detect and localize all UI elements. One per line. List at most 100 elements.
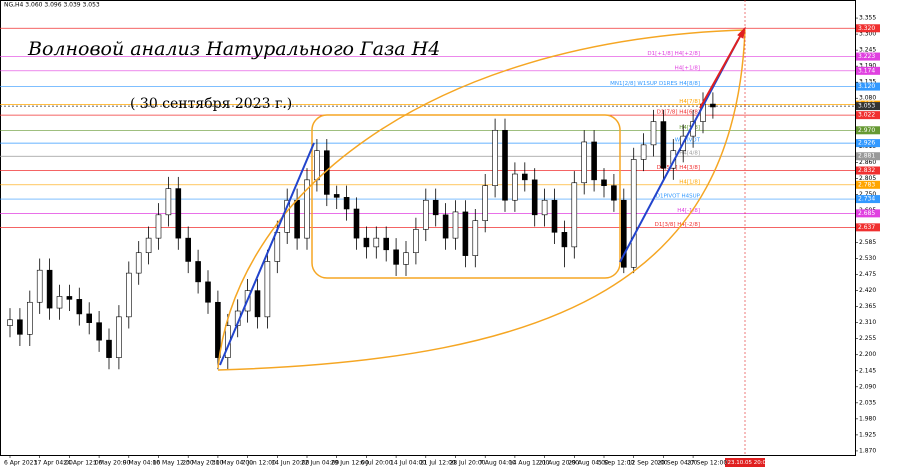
candle-body [205, 281, 211, 303]
x-tick-label: 16 May 12:00 [153, 460, 194, 467]
level-price-box [856, 223, 880, 232]
level-price: 3.120 [858, 83, 875, 90]
level-price: 3.320 [858, 25, 875, 32]
candle-body [185, 237, 191, 262]
chart-title: Волновой анализ Натурального Газа H4 [27, 38, 440, 60]
level-name: H4[4/8] [679, 151, 700, 157]
candle-body [284, 199, 291, 233]
candle-body [383, 237, 390, 251]
cursor-time: 2023.10.05 20:00 [720, 460, 770, 466]
candle-body [46, 269, 53, 309]
y-tick-label: 3.300 [859, 31, 876, 38]
y-tick-label: 2.090 [859, 383, 876, 390]
level-price-box [856, 52, 880, 61]
y-tick-label: 2.585 [859, 239, 876, 246]
level-name: D1[3/8] H4[-2/8] [655, 222, 700, 228]
x-tick-label: 23 May 20:00 [182, 460, 223, 467]
x-tick-label: 14 Aug 12:00 [509, 460, 550, 467]
x-tick-label: 7 Aug 04:00 [479, 460, 516, 467]
level-name: H4[1/8] [679, 179, 700, 185]
x-tick-label: 14 Jul 04:00 [390, 460, 426, 467]
candle-body [76, 299, 83, 315]
level-name: MN1[2/8] W1SUP D1RES H4[8/8] [610, 81, 700, 87]
candle-body [413, 229, 419, 254]
chart-subtitle: ( 30 сентября 2023 г.) [130, 96, 292, 112]
level-name: H4[-1/8] [677, 208, 700, 214]
candle-body [611, 185, 617, 201]
candle-body [561, 232, 568, 248]
y-tick-label: 2.200 [859, 351, 876, 358]
wave-curve [217, 29, 746, 371]
y-tick-label: 1.870 [859, 447, 876, 454]
level-price-box [856, 180, 880, 189]
level-price: 2.881 [858, 153, 875, 160]
candle-body [116, 316, 122, 358]
level-price-box [856, 111, 880, 120]
candle-body [620, 199, 627, 268]
candle-body [393, 249, 399, 265]
candle-body [155, 214, 162, 239]
level-price: 2.783 [858, 181, 875, 188]
candle-body [106, 339, 112, 358]
level-price-box [856, 209, 880, 218]
x-tick-label: 6 Apr 2023 [4, 460, 37, 467]
x-tick-label: 14 Jun 20:00 [271, 460, 309, 467]
y-tick-label: 2.420 [859, 287, 876, 294]
level-name: D1[+1/8] H4[+2/8] [647, 51, 700, 57]
y-tick-label: 2.035 [859, 399, 876, 406]
candle-body [541, 199, 548, 216]
level-price: 2.685 [858, 210, 875, 217]
y-tick-label: 3.135 [859, 79, 876, 86]
candle-body [17, 319, 23, 335]
candle-body [512, 173, 518, 201]
level-price-box [856, 166, 880, 175]
candle-body [472, 220, 479, 256]
x-tick-label: 17 Apr 04:00 [34, 460, 73, 467]
x-tick-label: 28 Jul 20:00 [450, 460, 486, 467]
candle-body [86, 313, 92, 323]
candle-body [660, 121, 667, 169]
candle-body [353, 208, 360, 239]
x-tick-label: 5 Sep 12:00 [598, 460, 634, 467]
y-tick-label: 3.080 [859, 95, 876, 102]
candle-body [314, 150, 320, 181]
level-name: D1PIVOT H4SUP [656, 194, 701, 200]
candle-body [422, 199, 429, 230]
candle-body [492, 129, 498, 186]
candle-body [670, 150, 677, 169]
candle-body [165, 188, 172, 216]
candle-body [650, 121, 657, 146]
level-price-box [856, 139, 880, 148]
x-tick-label: 29 Aug 04:00 [568, 460, 609, 467]
level-price: 3.022 [858, 112, 875, 119]
y-tick-label: 2.805 [859, 175, 876, 182]
candle-body [304, 179, 310, 239]
forecast-arrow [699, 32, 743, 109]
candle-body [710, 103, 716, 108]
level-name: W1PIVOT [675, 138, 701, 144]
level-price: 2.832 [858, 167, 875, 174]
candle-body [363, 237, 370, 248]
x-tick-label: 31 May 04:00 [212, 460, 253, 467]
candle-body [343, 197, 350, 210]
candle-body [403, 252, 409, 265]
candle-body [581, 141, 588, 184]
candle-body [126, 272, 132, 318]
level-price-box [856, 152, 880, 161]
level-name: D1[7/8] H4[6/8] [657, 110, 700, 116]
trend-line [219, 142, 315, 366]
candle-body [333, 194, 340, 198]
y-tick-label: 3.355 [859, 15, 876, 22]
candle-body [274, 232, 281, 262]
candle-body [7, 319, 13, 326]
candle-body [531, 179, 538, 216]
level-price-box [856, 102, 880, 111]
candle-body [56, 296, 63, 309]
candle-body [630, 159, 637, 268]
range-box [311, 114, 621, 279]
candle-body [551, 199, 558, 233]
level-price-box [856, 82, 880, 91]
candle-body [502, 129, 508, 201]
level-price-box [856, 126, 880, 135]
